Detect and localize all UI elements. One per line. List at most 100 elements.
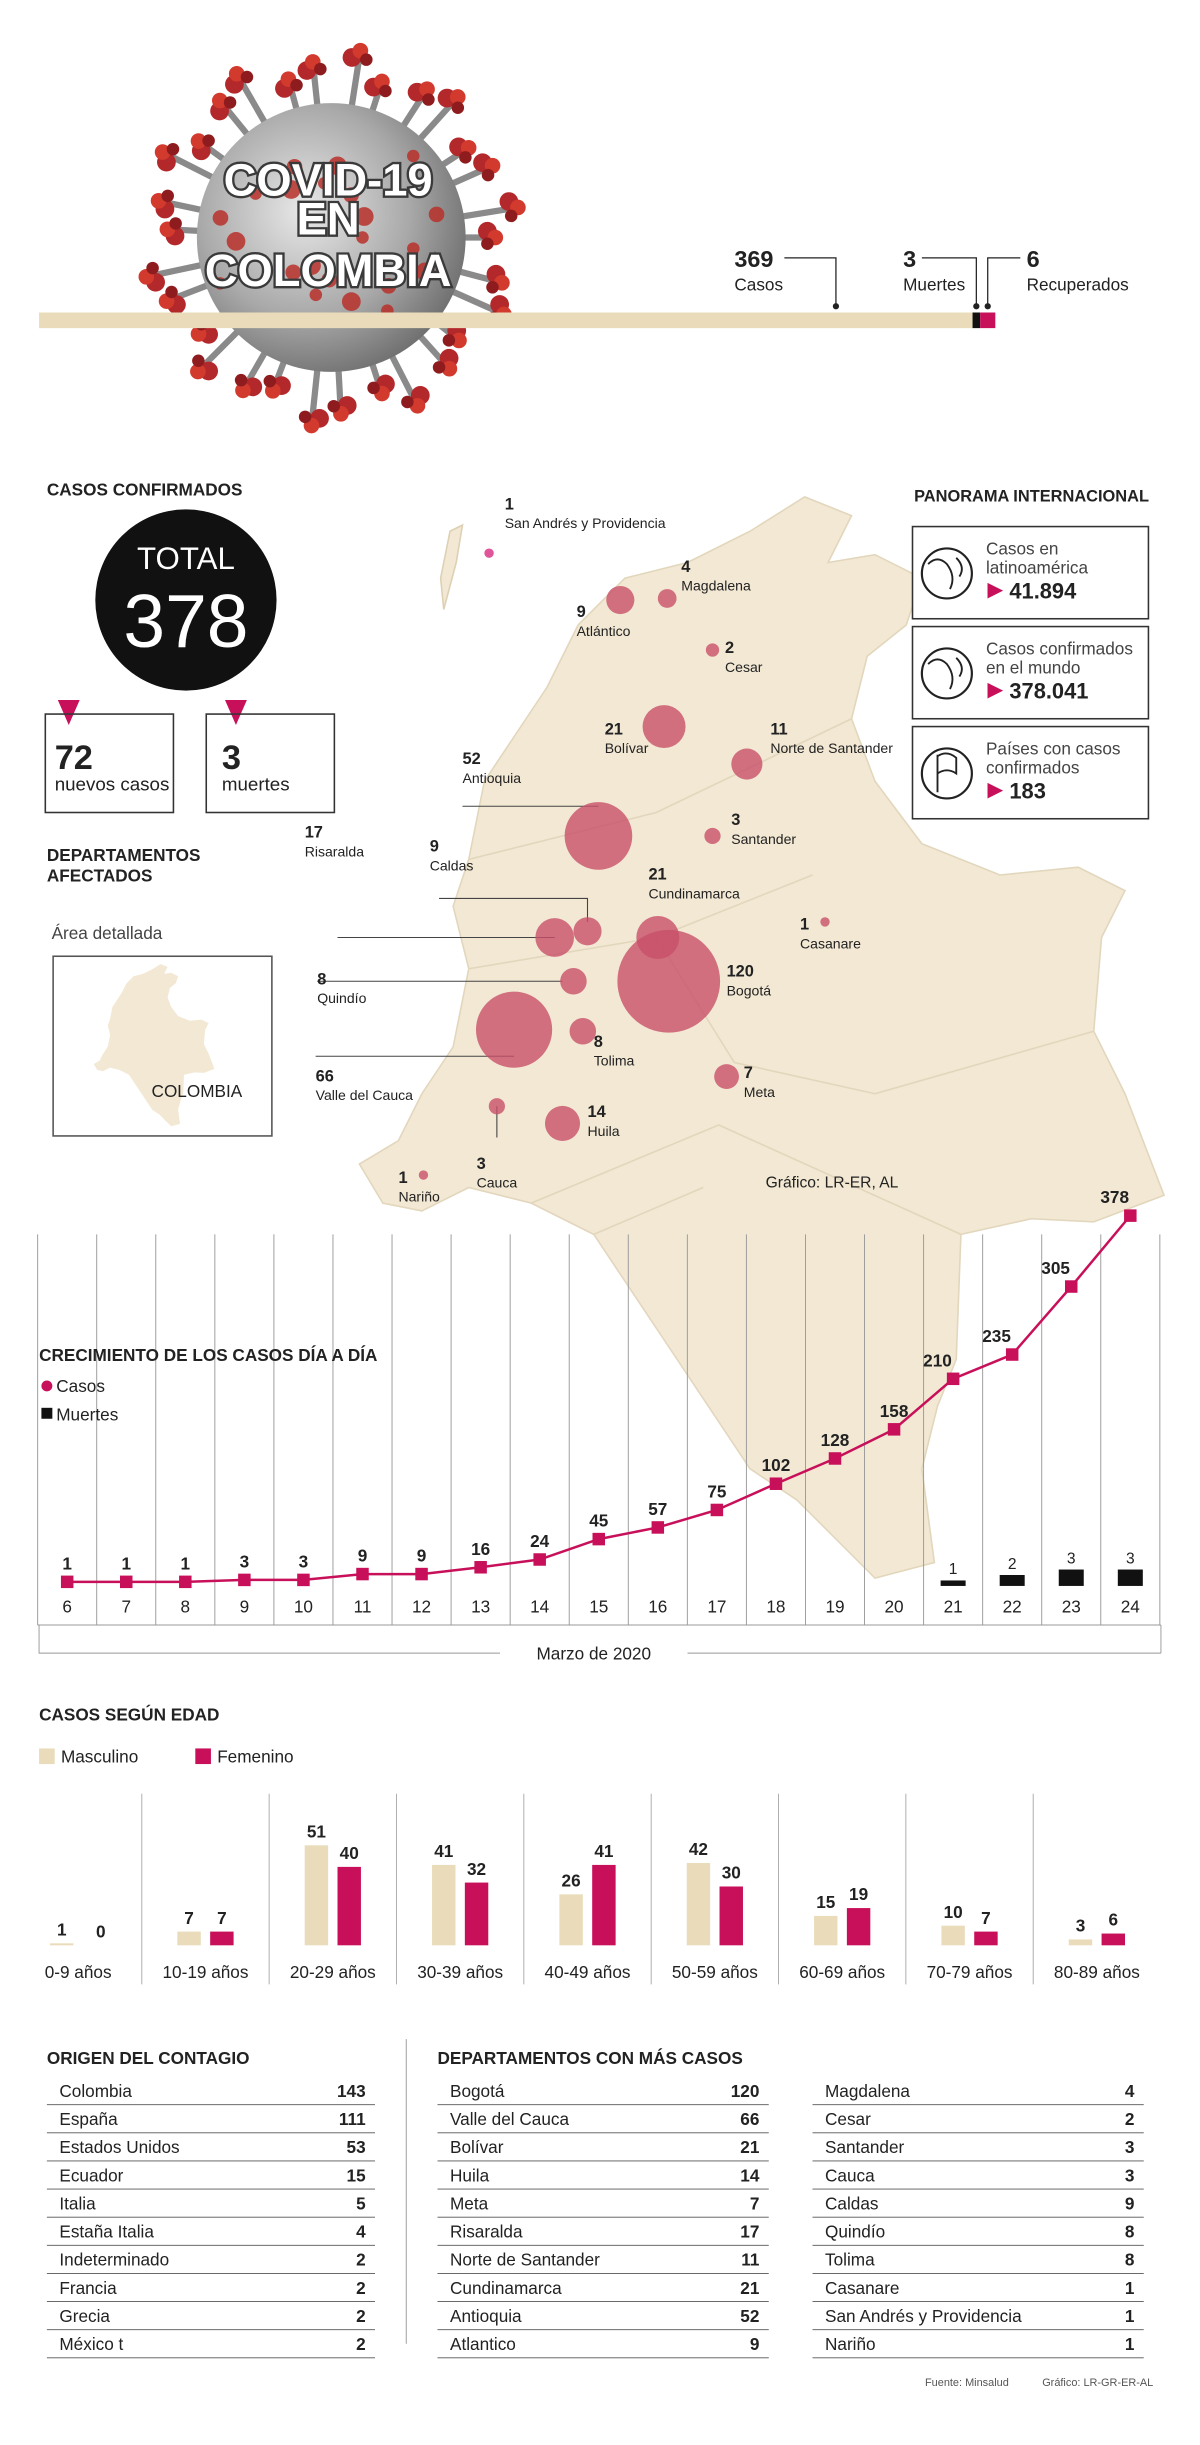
leader-line (784, 257, 837, 307)
value-label: 0 (96, 1922, 106, 1942)
value-label: 378 (1100, 1187, 1129, 1207)
map-bubble (544, 1105, 581, 1141)
cases-marker (651, 1521, 665, 1534)
value-label: 210 (923, 1350, 952, 1370)
x-tick-label: 17 (707, 1596, 726, 1616)
value-label: 102 (762, 1455, 791, 1475)
virus-spike (451, 101, 465, 115)
virus-spike (235, 382, 251, 399)
map-value: 14 (588, 1103, 607, 1121)
table-cell: Colombia (59, 2081, 132, 2101)
virus-spike (211, 92, 228, 109)
total-circle (95, 509, 277, 691)
map-value: 1 (800, 916, 809, 934)
value-label: 51 (307, 1822, 327, 1842)
virus-spike (192, 354, 205, 367)
map-bubble (569, 1017, 597, 1045)
leader-dot (973, 303, 980, 310)
map-name: Nariño (398, 1189, 440, 1205)
table-value: 66 (740, 2109, 759, 2129)
cases-marker (179, 1575, 192, 1589)
table-cell: Estados Unidos (59, 2137, 179, 2157)
value-label: 3 (299, 1551, 309, 1571)
map-name: Cauca (477, 1175, 518, 1191)
table-cell: Casanare (825, 2278, 899, 2298)
x-tick-label: 22 (1003, 1596, 1022, 1616)
virus-spike (459, 151, 472, 164)
box-pointers (57, 700, 247, 725)
virus-spike (449, 89, 466, 105)
virus-spike (190, 133, 207, 149)
value-label: 7 (217, 1908, 227, 1928)
value-label: 15 (816, 1892, 836, 1912)
map-name: Quindío (317, 990, 366, 1006)
value-label: 9 (358, 1546, 368, 1566)
map-value: 3 (477, 1155, 486, 1173)
table-value: 15 (347, 2165, 367, 2185)
leader-line (439, 897, 589, 922)
map-value: 11 (770, 720, 787, 738)
section-heading: DEPARTAMENTOS CON MÁS CASOS (438, 2048, 743, 2068)
map-value: 21 (648, 866, 666, 884)
virus-surface-spike (341, 292, 361, 311)
table-value: 4 (356, 2222, 366, 2242)
map-value: 52 (463, 750, 481, 768)
leader-dot (984, 303, 991, 310)
virus-spike (240, 70, 254, 84)
legend-label: Femenino (217, 1747, 293, 1767)
virus-spike (367, 381, 380, 395)
virus-spike (481, 237, 494, 250)
cases-marker (710, 1503, 724, 1517)
x-tick-label: 9 (240, 1596, 250, 1616)
stat-label: muertes (222, 774, 290, 795)
bar (974, 1931, 998, 1946)
info-label: en el mundo (986, 657, 1081, 677)
table-value: 11 (741, 2250, 760, 2270)
virus-spike (360, 53, 373, 66)
summary-segment (972, 312, 981, 329)
table-cell: Huila (450, 2165, 490, 2185)
value-label: 19 (849, 1884, 868, 1904)
x-tick-label: 60-69 años (799, 1962, 885, 1982)
virus-surface-spike (407, 149, 420, 163)
table-cell: Tolima (825, 2250, 875, 2270)
table-cell: Norte de Santander (450, 2250, 600, 2270)
virus-spike (154, 144, 171, 160)
cases-marker (238, 1573, 251, 1587)
value-label: 30 (722, 1863, 741, 1883)
table-value: 8 (1125, 2250, 1135, 2270)
table-value: 21 (740, 2278, 760, 2298)
virus-surface-spike (309, 288, 323, 302)
virus-spike (504, 209, 518, 223)
virus-spike (263, 374, 277, 388)
table-cell: España (59, 2109, 118, 2129)
cases-marker (1065, 1280, 1078, 1293)
x-tick-label: 10-19 años (163, 1962, 249, 1982)
table-value: 8 (1125, 2222, 1135, 2242)
x-tick-label: 70-79 años (927, 1962, 1013, 1982)
leader-line (921, 257, 977, 307)
map-value: 8 (594, 1033, 603, 1051)
bar (559, 1894, 583, 1946)
stat-label: nuevos casos (55, 774, 170, 795)
map-name: Antioquia (463, 770, 522, 786)
summary-value: 6 (1027, 246, 1040, 272)
table-value: 1 (1125, 2306, 1135, 2326)
bar (686, 1862, 711, 1946)
deaths-bar (999, 1575, 1025, 1586)
info-icon (920, 647, 973, 700)
cases-marker (1005, 1348, 1019, 1361)
map-bubble (535, 918, 575, 957)
info-icon-detail (927, 557, 963, 590)
x-label-bracket (38, 1625, 500, 1654)
virus-surface-spike (343, 187, 359, 203)
cases-marker (297, 1573, 310, 1587)
value-label: 1 (121, 1553, 131, 1573)
x-axis-label: Marzo de 2020 (536, 1643, 651, 1663)
virus-surface-spike (249, 187, 262, 200)
value-label: 40 (340, 1843, 359, 1863)
table-value: 2 (356, 2306, 366, 2326)
info-label: confirmados (986, 757, 1080, 777)
virus-surface-spike (212, 210, 229, 226)
chart-title: CRECIMIENTO DE LOS CASOS DÍA A DÍA (39, 1345, 377, 1365)
